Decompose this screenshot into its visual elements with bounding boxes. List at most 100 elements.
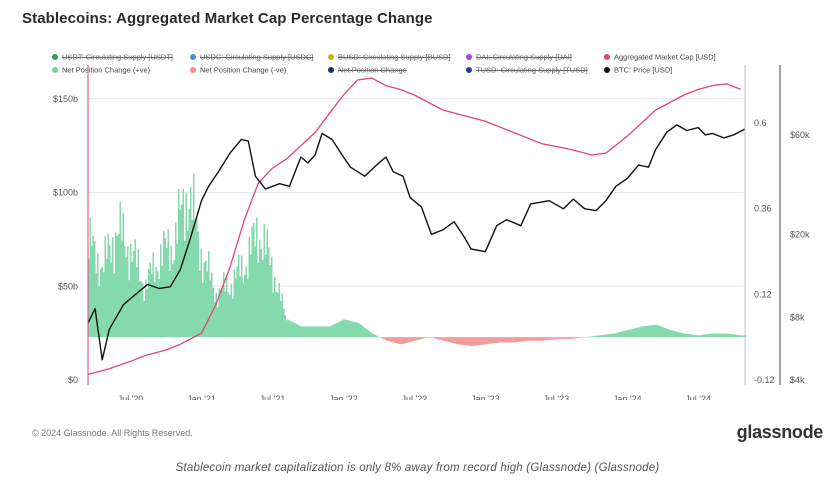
legend-item[interactable]: TUSD: Circulating Supply [TUSD] [466,65,588,75]
legend-item[interactable]: Net Position Change (-ve) [190,65,286,75]
net-position-bar [497,337,499,343]
net-position-bar [494,337,496,344]
net-position-bar [376,335,378,338]
net-position-bar [98,286,100,338]
left-axis-tick-label: $100b [53,188,78,198]
net-position-bar [140,281,142,338]
legend-item[interactable]: Aggregated Market Cap [USD] [604,52,716,62]
net-position-bar [413,337,415,341]
net-position-bar [676,331,678,338]
net-position-bar [515,337,517,343]
net-position-bar [259,239,261,338]
net-position-bar [589,336,591,338]
net-position-bar [562,337,564,339]
net-position-bar [557,337,559,339]
net-position-bar [457,337,459,345]
net-position-bar [583,337,585,338]
net-position-bar [280,300,282,338]
net-position-bar [535,337,537,341]
legend-item[interactable]: BUSD: Circulating Supply [BUSD] [328,52,451,62]
net-position-bar [458,337,460,345]
legend-item[interactable]: Net Position Change (+ve) [52,65,150,75]
net-position-bar [425,337,427,338]
net-position-bar [689,334,691,338]
net-position-bar [310,326,312,338]
net-position-bar [182,188,184,338]
net-position-bar [706,334,708,338]
net-position-bar [367,329,369,338]
net-position-bar [727,333,729,338]
net-position-bar [539,337,541,341]
net-position-bar [137,249,139,338]
net-position-bar [496,337,498,343]
net-position-bar [149,262,151,338]
net-position-bar [305,326,307,338]
net-position-bar [206,271,208,338]
net-position-bar [368,331,370,338]
net-position-bar [406,337,408,343]
legend-item[interactable]: DAI: Circulating Supply [DAI] [466,52,572,62]
brand-logo: glassnode [736,422,824,442]
net-position-bar [446,337,448,342]
net-position-bar [710,333,712,338]
legend-swatch-icon [466,54,472,61]
net-position-bar [415,337,417,341]
net-position-bar [604,334,606,338]
net-position-bar [217,307,219,338]
net-position-bar [151,274,153,338]
net-position-bar [311,326,313,338]
net-position-bar [421,337,423,340]
net-position-bar [482,337,484,345]
x-axis-tick-label: Jan '22 [329,394,358,400]
net-position-bar [704,334,706,338]
net-position-bar [334,324,336,338]
net-position-bar [565,337,567,339]
legend-swatch-icon [328,54,334,61]
net-position-bar [203,262,205,338]
net-position-bar [119,201,121,338]
net-position-bar [559,337,561,339]
net-position-bar [682,333,684,338]
net-position-bar [295,323,297,338]
net-position-bar [709,333,711,338]
net-position-bar [283,308,285,338]
net-position-bar [695,335,697,338]
net-position-bar [430,337,432,338]
net-position-bar [632,328,634,338]
legend-item[interactable]: USDC: Circulating Supply [USDC] [190,52,313,62]
net-position-bar [173,260,175,338]
legend-item[interactable]: BTC: Price [USD] [604,65,672,75]
legend-label: BUSD: Circulating Supply [BUSD] [338,52,451,62]
legend-item[interactable]: Net Position Change [328,65,407,75]
net-position-bar [175,222,177,338]
net-position-bar [511,337,513,343]
net-position-bar [316,326,318,338]
net-position-bar [508,337,510,343]
net-position-bar [344,319,346,338]
net-position-bar [278,283,280,338]
right-axis-tick-label: $60k [790,130,810,140]
net-position-bar [94,241,96,338]
net-position-bar [731,334,733,338]
net-position-bar [307,326,309,338]
net-position-bar [637,327,639,338]
net-position-bar [592,336,594,338]
net-position-bar [92,235,94,338]
net-position-bar [179,209,181,338]
net-position-bar [548,337,550,340]
legend-item[interactable]: USDT: Circulating Supply [USDT] [52,52,173,62]
net-position-bar [418,337,420,340]
net-position-bar [454,337,456,344]
net-position-bar [221,287,223,338]
net-position-bar [395,337,397,344]
net-position-bar [451,337,453,343]
net-position-bar [694,334,696,338]
net-position-bar [707,334,709,338]
net-position-bar [679,332,681,338]
net-position-bar [698,335,700,338]
net-position-bar [281,293,283,338]
net-position-bar [319,326,321,338]
net-position-bar [127,246,129,338]
net-position-bar [469,337,471,346]
net-position-bar [391,337,393,342]
